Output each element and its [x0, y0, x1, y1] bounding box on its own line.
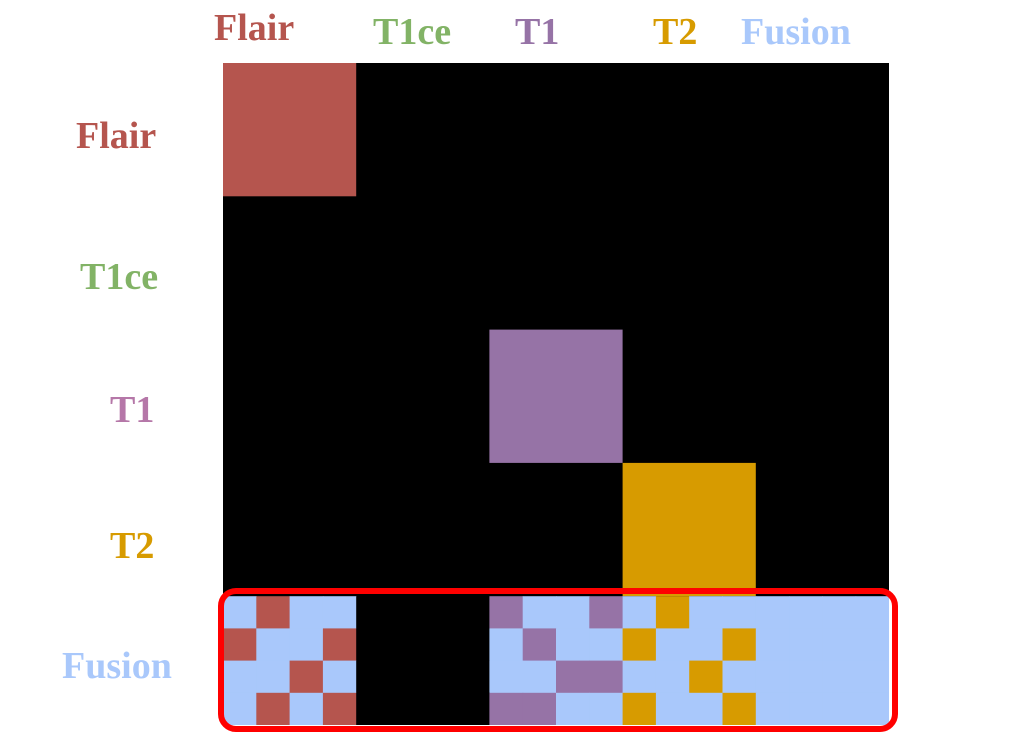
fusion-cell: [755, 660, 790, 694]
fusion-cell: [689, 628, 723, 662]
fusion-cell: [256, 660, 291, 694]
fusion-cell: [422, 692, 457, 725]
fusion-cell: [556, 628, 590, 662]
fusion-cell: [822, 628, 857, 662]
fusion-cell: [622, 660, 657, 694]
fusion-cell: [322, 596, 357, 629]
fusion-cell: [589, 660, 624, 694]
fusion-cell: [422, 660, 457, 694]
fusion-cell: [256, 596, 291, 629]
fusion-cell: [855, 596, 889, 629]
column-label-fusion: Fusion: [741, 11, 851, 53]
fusion-cell: [789, 660, 823, 694]
fusion-cell: [755, 692, 790, 725]
diagonal-block-t1: [489, 329, 623, 463]
fusion-cell: [589, 628, 624, 662]
fusion-cell: [556, 692, 590, 725]
fusion-cell: [689, 596, 723, 629]
fusion-cell: [855, 628, 889, 662]
fusion-cell: [389, 660, 424, 694]
fusion-cell: [822, 596, 857, 629]
fusion-cell: [589, 692, 624, 725]
fusion-cell: [522, 628, 557, 662]
fusion-cell: [689, 660, 723, 694]
fusion-cell: [789, 628, 823, 662]
fusion-cell: [489, 660, 524, 694]
fusion-cell: [522, 692, 557, 725]
fusion-cell: [622, 628, 657, 662]
fusion-cell: [556, 596, 590, 629]
fusion-cell: [389, 596, 424, 629]
fusion-cell: [356, 692, 390, 725]
fusion-cell: [789, 692, 823, 725]
fusion-cell: [256, 692, 291, 725]
fusion-cell: [655, 628, 690, 662]
fusion-cell: [422, 596, 457, 629]
fusion-cell: [223, 596, 257, 629]
fusion-cell: [622, 692, 657, 725]
fusion-cell: [722, 660, 757, 694]
fusion-cell: [489, 596, 524, 629]
fusion-cell: [289, 692, 324, 725]
column-label-t1ce: T1ce: [373, 11, 452, 53]
fusion-cell: [456, 628, 490, 662]
diagonal-block-flair: [223, 63, 357, 197]
fusion-cell: [322, 628, 357, 662]
fusion-cell: [789, 596, 823, 629]
fusion-cell: [655, 692, 690, 725]
fusion-cell: [489, 628, 524, 662]
fusion-cell: [855, 660, 889, 694]
diagonal-block-t2: [622, 462, 756, 597]
fusion-cell: [456, 596, 490, 629]
fusion-cell: [289, 628, 324, 662]
row-label-flair: Flair: [76, 115, 157, 157]
fusion-cell: [223, 628, 257, 662]
fusion-cell: [822, 660, 857, 694]
fusion-cell: [289, 596, 324, 629]
fusion-cell: [522, 660, 557, 694]
fusion-cell: [422, 628, 457, 662]
fusion-cell: [689, 692, 723, 725]
fusion-cell: [855, 692, 889, 725]
fusion-cell: [322, 660, 357, 694]
fusion-cell: [322, 692, 357, 725]
fusion-cell: [755, 628, 790, 662]
column-label-t1: T1: [515, 11, 560, 53]
fusion-cell: [456, 692, 490, 725]
column-label-t2: T2: [653, 11, 698, 53]
row-label-fusion: Fusion: [62, 645, 172, 687]
fusion-cell: [256, 628, 291, 662]
fusion-cell: [755, 596, 790, 629]
fusion-cell: [489, 692, 524, 725]
attention-matrix: [223, 63, 889, 725]
fusion-cell: [456, 660, 490, 694]
fusion-cell: [722, 596, 757, 629]
row-label-t1ce: T1ce: [80, 256, 159, 298]
fusion-cell: [389, 628, 424, 662]
fusion-cell: [522, 596, 557, 629]
fusion-cell: [822, 692, 857, 725]
fusion-cell: [223, 660, 257, 694]
fusion-cell: [289, 660, 324, 694]
fusion-cell: [655, 660, 690, 694]
fusion-cell: [722, 692, 757, 725]
fusion-cell: [356, 596, 390, 629]
fusion-cell: [655, 596, 690, 629]
fusion-cell: [622, 596, 657, 629]
fusion-cell: [356, 660, 390, 694]
fusion-cell: [556, 660, 590, 694]
row-label-t1: T1: [110, 389, 155, 431]
fusion-cell: [223, 692, 257, 725]
fusion-cell: [356, 628, 390, 662]
fusion-cell: [722, 628, 757, 662]
fusion-cell: [589, 596, 624, 629]
row-label-t2: T2: [110, 525, 155, 567]
fusion-cell: [389, 692, 424, 725]
column-label-flair: Flair: [214, 7, 295, 49]
